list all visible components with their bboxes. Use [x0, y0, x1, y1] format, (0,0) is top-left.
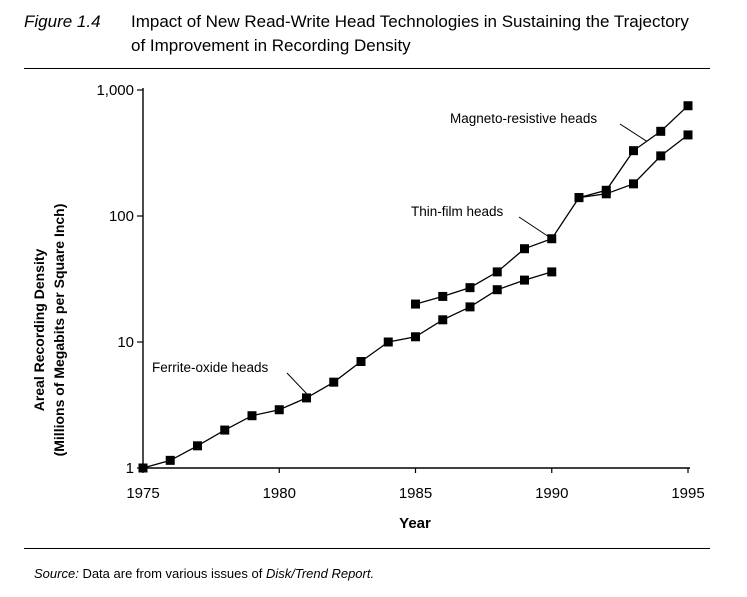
annotation-leader [619, 123, 648, 142]
series-1 [138, 267, 557, 473]
x-tick-label: 1990 [535, 485, 568, 502]
y-tick-label: 1 [126, 460, 134, 477]
data-point [683, 101, 693, 111]
x-tick-label: 1975 [126, 485, 159, 502]
series-line [415, 134, 689, 305]
data-point [492, 267, 502, 277]
data-point [193, 441, 202, 451]
data-point [329, 377, 339, 387]
data-point [356, 357, 366, 367]
data-point [302, 393, 311, 403]
data-point [520, 275, 529, 285]
data-point [465, 283, 475, 293]
source-publication: Disk/Trend Report. [265, 566, 375, 581]
data-point [601, 185, 611, 195]
data-point [438, 315, 448, 325]
data-point [656, 126, 666, 136]
axes [142, 88, 690, 469]
data-point [274, 405, 284, 415]
y-axis-label-line-1: Areal Recording Density [31, 248, 47, 411]
series-line [142, 271, 552, 469]
x-axis-label: Year [399, 515, 431, 532]
source-label: Source: [34, 566, 79, 581]
data-point [465, 302, 475, 312]
source-note: Source: Data are from various issues of … [34, 566, 374, 581]
data-point [683, 130, 693, 140]
data-point [438, 291, 448, 301]
annotation-label: Magneto-resistive heads [450, 111, 597, 126]
series-2 [411, 130, 693, 309]
data-point [656, 151, 666, 161]
annotation-leader [286, 372, 307, 394]
data-point [165, 455, 175, 465]
data-point [411, 299, 420, 309]
annotation-layer: Ferrite-oxide heads Thin-film heads Magnet… [152, 111, 648, 394]
y-tick-label: 1,000 [96, 82, 134, 99]
bottom-rule [24, 548, 710, 549]
y-tick-label: 10 [117, 334, 134, 351]
annotation-leader [518, 216, 553, 240]
series-3 [574, 101, 693, 203]
data-point [220, 425, 230, 435]
figure-title: Impact of New Read-Write Head Technologi… [131, 12, 689, 55]
x-tick-label: 1995 [671, 485, 704, 502]
series-layer [138, 101, 693, 473]
top-rule [24, 68, 710, 69]
data-point [520, 244, 529, 254]
x-tick-label: 1985 [399, 485, 432, 502]
data-point [629, 179, 638, 189]
x-axis-ticks: 1975 1980 1985 1990 1995 [126, 468, 705, 502]
y-axis-label-line-2: (Millions of Megabits per Square Inch) [51, 204, 67, 457]
data-point [492, 285, 502, 295]
source-text: Data are from various issues of [82, 566, 263, 581]
y-tick-label: 100 [109, 208, 134, 225]
data-point [138, 463, 148, 473]
annotation-label: Thin-film heads [411, 204, 504, 219]
data-point [547, 267, 557, 277]
x-tick-label: 1980 [263, 485, 296, 502]
data-point [383, 337, 393, 347]
data-point [411, 332, 420, 342]
y-axis-ticks: 1 10 100 1,000 [96, 82, 143, 477]
data-point [574, 193, 584, 203]
annotation-label: Ferrite-oxide heads [152, 360, 269, 375]
data-point [247, 411, 257, 421]
figure-label: Figure 1.4 [24, 12, 101, 31]
data-point [629, 146, 638, 156]
